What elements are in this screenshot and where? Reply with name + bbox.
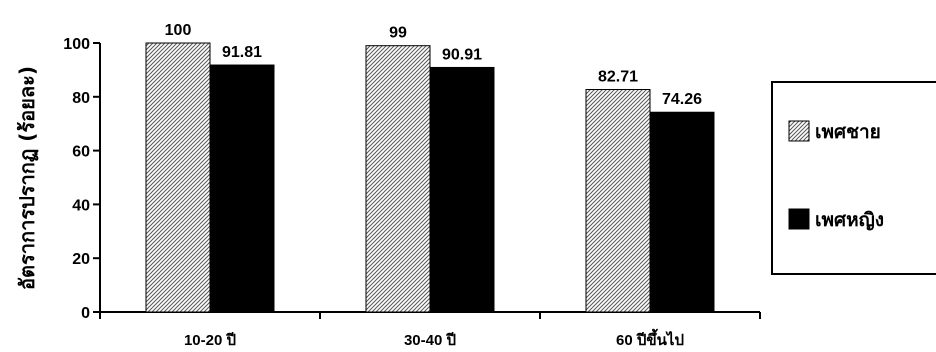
legend-box	[771, 81, 936, 275]
data-label: 82.71	[598, 69, 638, 86]
bar-series-2	[429, 66, 495, 313]
bar-series-1	[145, 42, 211, 313]
data-label: 74.26	[662, 91, 702, 108]
legend-swatch	[788, 208, 810, 230]
data-label: 91.81	[222, 44, 262, 61]
bar-series-1	[365, 45, 431, 313]
data-labels: 100 91.81 99 90.91 82.71 74.26	[165, 22, 702, 108]
legend-entry: เพศชาย	[815, 121, 881, 143]
y-tick-label: 80	[72, 90, 90, 107]
data-label: 100	[165, 22, 192, 39]
y-tick-label: 0	[81, 305, 90, 322]
y-tick-label: 20	[72, 251, 90, 268]
y-tick-label: 40	[72, 197, 90, 214]
y-tick-label: 60	[72, 144, 90, 161]
data-label: 90.91	[442, 46, 482, 63]
x-category-label: 60 ปีขึ้นไป	[616, 328, 684, 349]
y-tick-label: 100	[63, 36, 90, 53]
bar-series-1	[585, 89, 651, 313]
bars	[145, 42, 715, 313]
x-category-label: 30-40 ปี	[404, 332, 456, 349]
bar-series-2	[649, 111, 715, 313]
bar-series-2	[209, 64, 275, 313]
legend-swatch	[788, 120, 810, 142]
y-axis-label: อัตราการปรากฏ (ร้อยละ)	[15, 66, 39, 290]
x-category-label: 10-20 ปี	[184, 332, 236, 349]
data-label: 99	[389, 25, 407, 42]
legend-entry: เพศหญิง	[815, 209, 884, 231]
